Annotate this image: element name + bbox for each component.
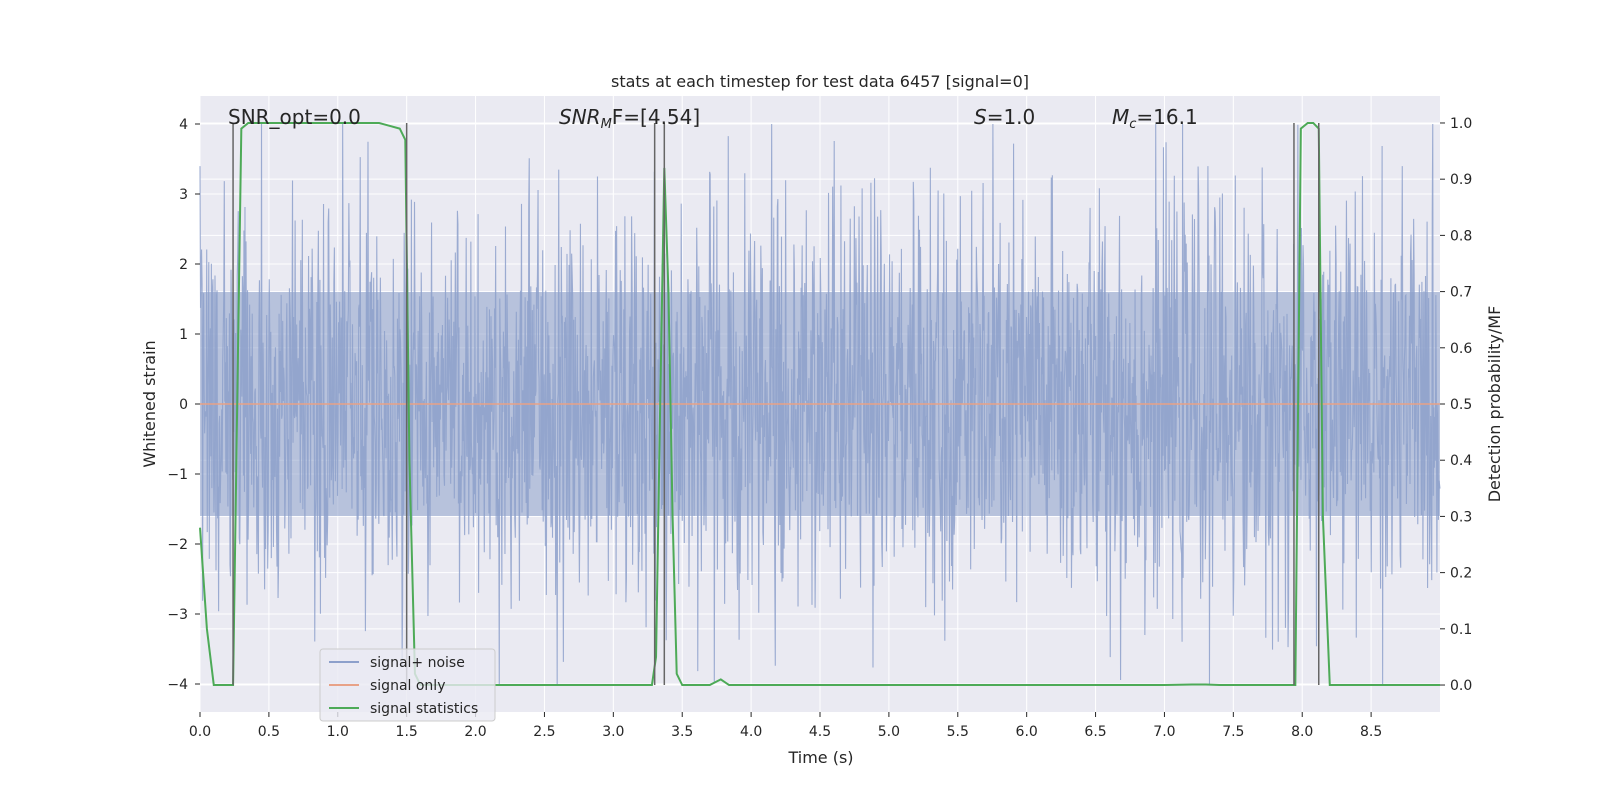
annotation-snr-mf-value: F=[4.54] <box>612 105 700 129</box>
legend: signal+ noise signal only signal statist… <box>319 648 496 722</box>
legend-box <box>319 648 496 722</box>
y-tick-label: −4 <box>167 677 188 693</box>
y-axis-label-right: Detection probability/MF <box>1485 306 1504 503</box>
stat-series <box>199 121 1440 687</box>
y-right-tick-label: 0.9 <box>1450 172 1472 188</box>
x-tick-label: 1.5 <box>396 724 418 740</box>
chart-title: stats at each timestep for test data 645… <box>611 72 1029 91</box>
annotation-snr-opt: SNR_opt=0.0 <box>228 105 361 129</box>
x-tick-label: 0.0 <box>189 724 211 740</box>
x-tick-label: 8.0 <box>1291 724 1313 740</box>
x-tick-label: 7.5 <box>1222 724 1244 740</box>
x-tick-label: 0.5 <box>258 724 280 740</box>
y-axis-label: Whitened strain <box>140 340 159 467</box>
y-tick-label: 1 <box>179 327 188 343</box>
x-tick-label: 2.5 <box>533 724 555 740</box>
y-right-tick-label: 0.2 <box>1450 566 1472 582</box>
legend-label-signal: signal only <box>370 678 445 694</box>
annotation-snr-mf-subscript: M <box>601 117 612 132</box>
y-right-tick-label: 0.3 <box>1450 509 1472 525</box>
y-right-tick-label: 0.7 <box>1450 285 1472 301</box>
x-tick-label: 6.5 <box>1084 724 1106 740</box>
stat-line <box>199 121 1440 687</box>
x-tick-label: 4.0 <box>740 724 762 740</box>
x-axis-label: Time (s) <box>787 748 853 767</box>
annotation-s: S=1.0 <box>974 105 1035 129</box>
y-tick-label: 0 <box>179 397 188 413</box>
annotation-mc-symbol: M <box>1112 105 1129 129</box>
x-tick-label: 8.5 <box>1360 724 1382 740</box>
x-tick-label: 6.0 <box>1016 724 1038 740</box>
legend-label-stat: signal statistics <box>370 701 478 717</box>
y-right-tick-label: 0.8 <box>1450 228 1472 244</box>
x-tick-label: 5.5 <box>947 724 969 740</box>
y-right-tick-label: 0.1 <box>1450 622 1472 638</box>
x-tick-label: 1.0 <box>327 724 349 740</box>
annotation-s-value: =1.0 <box>987 105 1036 129</box>
y-tick-label: 2 <box>179 257 188 273</box>
y-right-tick-label: 1.0 <box>1450 116 1472 132</box>
annotation-mc-value: =16.1 <box>1136 105 1197 129</box>
vertical-markers <box>232 122 1320 686</box>
y-right-tick-label: 0.4 <box>1450 453 1472 469</box>
annotation-snr-mf-symbol: SNR <box>559 105 601 129</box>
x-tick-label: 3.5 <box>671 724 693 740</box>
legend-label-noise: signal+ noise <box>370 655 465 671</box>
y-right-tick-label: 0.6 <box>1450 341 1472 357</box>
annotation-mc: Mc=16.1 <box>1112 105 1198 132</box>
x-tick-label: 5.0 <box>878 724 900 740</box>
y-right-tick-label: 0.5 <box>1450 397 1472 413</box>
annotation-s-symbol: S <box>974 105 987 129</box>
annotation-mc-subscript: c <box>1129 117 1136 132</box>
y-right-tick-label: 0.0 <box>1450 678 1472 694</box>
axes: 0.0 0.5 1.0 1.5 2.0 2.5 3.0 3.5 4.0 4.5 5.0 5.5 6.0 6… <box>167 116 1472 740</box>
y-tick-label: −3 <box>167 607 188 623</box>
x-tick-label: 2.0 <box>464 724 486 740</box>
y-tick-label: 4 <box>179 117 188 133</box>
x-tick-label: 7.0 <box>1153 724 1175 740</box>
x-tick-label: 4.5 <box>809 724 831 740</box>
y-tick-label: 3 <box>179 187 188 203</box>
annotation-snr-mf: SNRMF=[4.54] <box>559 105 700 132</box>
y-tick-label: −2 <box>167 537 188 553</box>
x-tick-label: 3.0 <box>602 724 624 740</box>
y-tick-label: −1 <box>167 467 188 483</box>
